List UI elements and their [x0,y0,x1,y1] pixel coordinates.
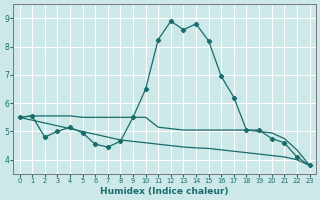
X-axis label: Humidex (Indice chaleur): Humidex (Indice chaleur) [100,187,229,196]
